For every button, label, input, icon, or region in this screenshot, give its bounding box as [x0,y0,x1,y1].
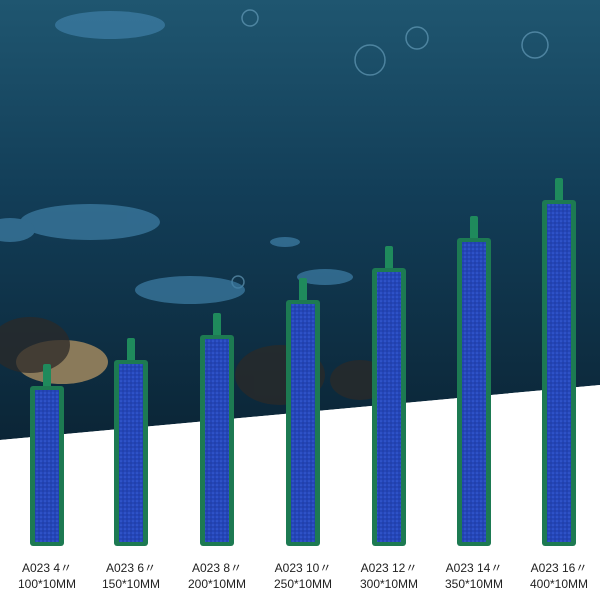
stone-nozzle [299,278,307,302]
stone-foam [547,204,571,542]
stone-nozzle [470,216,478,240]
underwater-background [0,0,600,440]
air-stone [457,216,491,546]
size-label: 300*10MM [360,577,418,591]
air-stone [542,178,576,546]
size-label: 100*10MM [18,577,76,591]
stone-foam [377,272,401,542]
air-stone [372,246,406,546]
model-label: A023 4〃 [22,561,72,575]
bubbles [231,9,549,289]
stone-nozzle [213,313,221,337]
stone-foam [119,364,143,542]
model-label: A023 14〃 [446,561,503,575]
size-label: 150*10MM [102,577,160,591]
stone-foam [462,242,486,542]
air-stone [200,313,234,546]
stone-foam [291,304,315,542]
model-label: A023 12〃 [361,561,418,575]
size-label: 400*10MM [530,577,588,591]
stone-nozzle [43,364,51,388]
size-label: 200*10MM [188,577,246,591]
stone-nozzle [555,178,563,202]
air-stone [286,278,320,546]
stone-foam [205,339,229,542]
size-label: 350*10MM [445,577,503,591]
air-stone [114,338,148,546]
model-label: A023 6〃 [106,561,156,575]
model-label: A023 10〃 [275,561,332,575]
size-label: 250*10MM [274,577,332,591]
stone-nozzle [127,338,135,362]
stone-foam [35,390,59,542]
model-label: A023 16〃 [531,561,588,575]
air-stone [30,364,64,546]
stone-nozzle [385,246,393,270]
fish [0,11,353,304]
model-label: A023 8〃 [192,561,242,575]
